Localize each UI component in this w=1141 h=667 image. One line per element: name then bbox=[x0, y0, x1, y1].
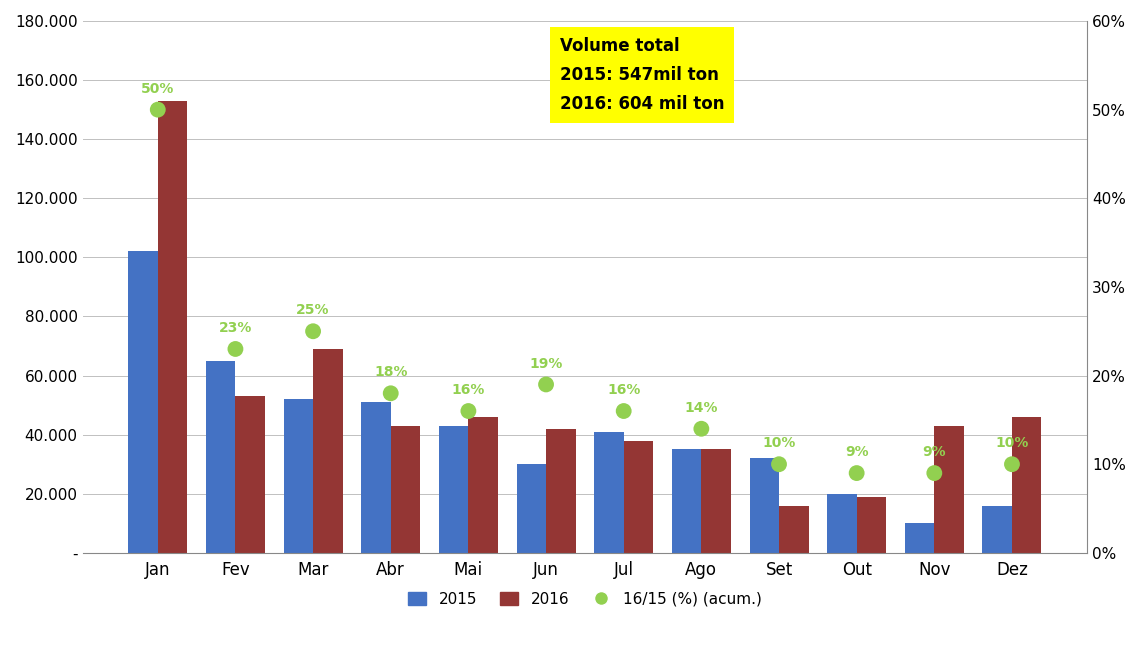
Bar bbox=[313, 349, 342, 553]
Bar bbox=[1012, 417, 1042, 553]
16/15 (%) (acum.) bbox=[693, 424, 711, 434]
Bar bbox=[547, 429, 575, 553]
Text: 50%: 50% bbox=[141, 82, 175, 96]
Text: 25%: 25% bbox=[297, 303, 330, 317]
Bar bbox=[827, 494, 857, 553]
Bar bbox=[284, 400, 313, 553]
Text: 14%: 14% bbox=[685, 401, 718, 415]
Bar bbox=[517, 464, 547, 553]
Bar bbox=[594, 432, 624, 553]
16/15 (%) (acum.) bbox=[460, 406, 478, 416]
Text: Volume total
2015: 547mil ton
2016: 604 mil ton: Volume total 2015: 547mil ton 2016: 604 … bbox=[560, 37, 725, 113]
Bar bbox=[235, 396, 265, 553]
Bar bbox=[779, 506, 809, 553]
16/15 (%) (acum.) bbox=[537, 379, 556, 390]
Bar bbox=[157, 101, 187, 553]
Bar bbox=[750, 458, 779, 553]
Bar bbox=[439, 426, 469, 553]
Bar bbox=[362, 402, 390, 553]
16/15 (%) (acum.) bbox=[148, 104, 167, 115]
16/15 (%) (acum.) bbox=[226, 344, 244, 354]
Bar bbox=[905, 524, 934, 553]
16/15 (%) (acum.) bbox=[848, 468, 866, 478]
Bar bbox=[390, 426, 420, 553]
Text: 9%: 9% bbox=[923, 445, 946, 459]
Bar bbox=[672, 450, 702, 553]
Text: 10%: 10% bbox=[762, 436, 795, 450]
Bar bbox=[469, 417, 497, 553]
Bar bbox=[982, 506, 1012, 553]
16/15 (%) (acum.) bbox=[304, 326, 322, 337]
Bar bbox=[702, 450, 731, 553]
Text: 16%: 16% bbox=[452, 383, 485, 397]
16/15 (%) (acum.) bbox=[615, 406, 633, 416]
16/15 (%) (acum.) bbox=[925, 468, 944, 478]
Bar bbox=[205, 361, 235, 553]
Text: 19%: 19% bbox=[529, 357, 563, 371]
Bar bbox=[128, 251, 157, 553]
Legend: 2015, 2016, 16/15 (%) (acum.): 2015, 2016, 16/15 (%) (acum.) bbox=[400, 584, 769, 614]
16/15 (%) (acum.) bbox=[381, 388, 399, 399]
16/15 (%) (acum.) bbox=[770, 459, 788, 470]
Bar bbox=[857, 497, 887, 553]
Text: 16%: 16% bbox=[607, 383, 640, 397]
Bar bbox=[934, 426, 964, 553]
Text: 23%: 23% bbox=[219, 321, 252, 335]
Text: 10%: 10% bbox=[995, 436, 1029, 450]
16/15 (%) (acum.) bbox=[1003, 459, 1021, 470]
Text: 9%: 9% bbox=[844, 445, 868, 459]
Bar bbox=[624, 441, 653, 553]
Text: 18%: 18% bbox=[374, 366, 407, 380]
